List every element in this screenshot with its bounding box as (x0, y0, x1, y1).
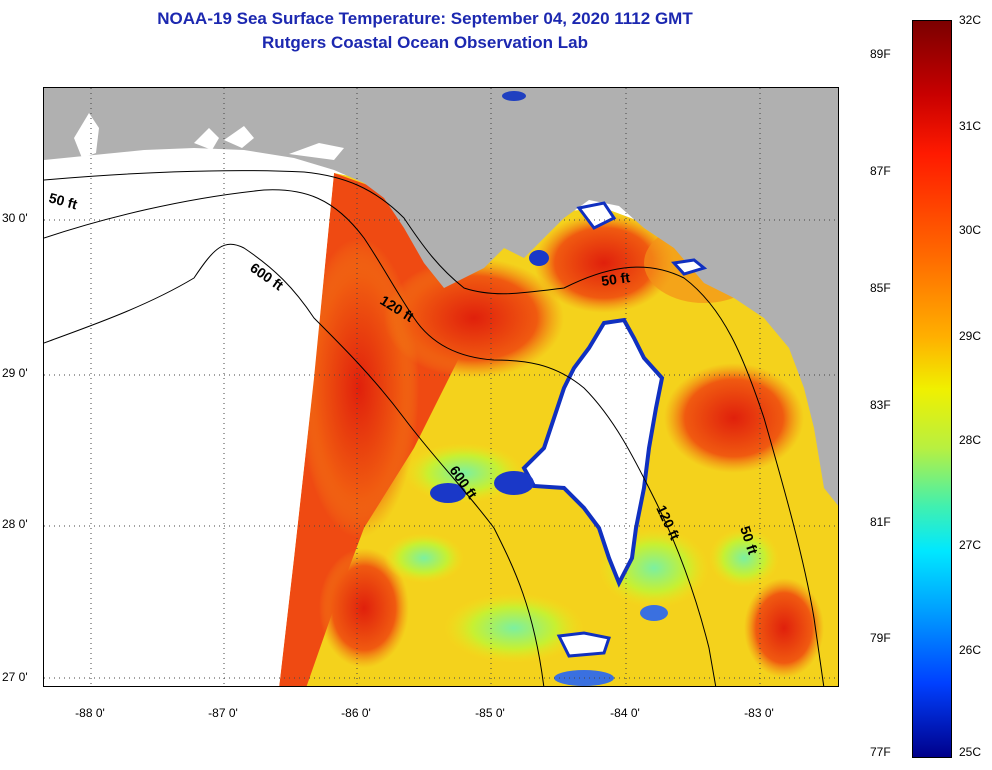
lat-label-27: 27 0' (2, 670, 28, 684)
colorbar-c-30: 30C (959, 223, 982, 237)
graticule (44, 88, 838, 686)
colorbar-c-32: 32C (959, 13, 982, 27)
colorbar-f-89: 89F (870, 47, 891, 61)
lat-label-28: 28 0' (2, 517, 28, 531)
sst-map-canvas: 50 ft 600 ft 120 ft 50 ft 600 ft 120 ft … (44, 88, 838, 686)
colorbar-f-81: 81F (870, 515, 891, 529)
cloud-mask (521, 317, 665, 588)
land-area (44, 88, 838, 506)
colorbar-c-27: 27C (959, 538, 982, 552)
colorbar-f-79: 79F (870, 631, 891, 645)
lon-label-83: -83 0' (744, 706, 774, 720)
no-data-region (44, 158, 334, 686)
lon-label-88: -88 0' (75, 706, 105, 720)
temperature-colorbar (912, 20, 952, 758)
colorbar-c-26: 26C (959, 643, 982, 657)
lat-label-29: 29 0' (2, 366, 28, 380)
lon-label-86: -86 0' (341, 706, 371, 720)
colorbar-c-28: 28C (959, 433, 982, 447)
contour-label-50ft-bigbend: 50 ft (600, 269, 631, 289)
colorbar-f-83: 83F (870, 398, 891, 412)
colorbar-c-29: 29C (959, 329, 982, 343)
colorbar-f-85: 85F (870, 281, 891, 295)
map-subtitle: Rutgers Coastal Ocean Observation Lab (262, 33, 588, 52)
contour-label-50ft-west: 50 ft (47, 189, 79, 212)
colorbar-c-25: 25C (959, 745, 982, 759)
lon-label-85: -85 0' (475, 706, 505, 720)
colorbar-c-31: 31C (959, 119, 982, 133)
colorbar-f-77: 77F (870, 745, 891, 759)
lon-label-87: -87 0' (208, 706, 238, 720)
colorbar-f-87: 87F (870, 164, 891, 178)
map-title: NOAA-19 Sea Surface Temperature: Septemb… (157, 9, 693, 28)
sst-map[interactable]: 50 ft 600 ft 120 ft 50 ft 600 ft 120 ft … (43, 87, 839, 687)
depth-contours (44, 170, 825, 686)
lat-label-30: 30 0' (2, 211, 28, 225)
lon-label-84: -84 0' (610, 706, 640, 720)
